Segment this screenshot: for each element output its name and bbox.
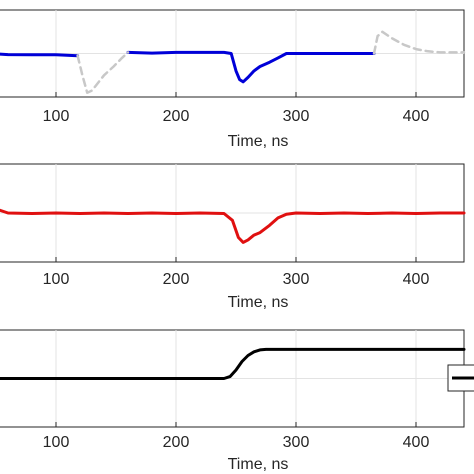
x-tick-label: 400 [403,434,430,451]
x-tick-label: 200 [163,108,190,125]
x-axis-label: Time, ns [228,456,289,473]
x-tick-label: 300 [283,271,310,288]
x-tick-label: 100 [43,271,70,288]
x-tick-label: 400 [403,108,430,125]
x-axis-label: Time, ns [228,133,289,150]
x-tick-label: 100 [43,108,70,125]
chart-panel-1: 100 200 300 400 Time, ns [0,9,466,150]
x-tick-label: 300 [283,434,310,451]
legend [447,364,474,392]
x-axis-label: Time, ns [228,294,289,311]
series-line-1-segment-1 [0,52,80,58]
series-line-2-segment-1 [76,51,130,94]
series-line-1-segment-2 [126,50,376,84]
series-line-1-segment-1 [0,208,466,244]
series-line-2-segment-2 [372,30,466,55]
chart-panel-3: 100 200 300 400 Time, ns [0,329,474,473]
chart-panel-2: 100 200 300 400 Time, ns [0,163,466,311]
x-tick-label: 400 [403,271,430,288]
x-tick-label: 300 [283,108,310,125]
x-tick-label: 200 [163,434,190,451]
x-tick-label: 100 [43,434,70,451]
x-tick-label: 200 [163,271,190,288]
series-line-1-segment-1 [0,347,466,380]
